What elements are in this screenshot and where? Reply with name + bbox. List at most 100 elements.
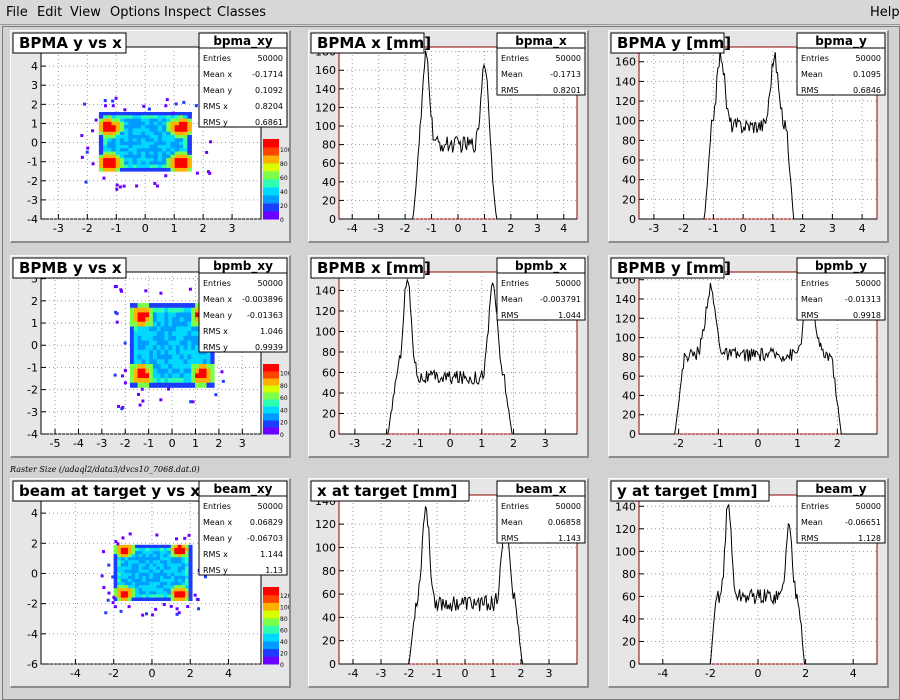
heatmap-cell [113, 578, 118, 583]
x-tick-label: 4 [850, 667, 857, 680]
heatmap-cell [164, 378, 169, 384]
x-tick-label: -2 [673, 437, 684, 450]
menu-edit[interactable]: Edit [37, 5, 63, 20]
heatmap-cell [142, 557, 147, 561]
heatmap-cell [178, 121, 184, 126]
heatmap-outlier [196, 598, 200, 602]
heatmap-cell [145, 359, 150, 365]
y-tick-label: 2 [31, 98, 38, 111]
heatmap-cell [170, 115, 176, 119]
x-tick-label: -1 [713, 437, 724, 450]
heatmap-cell [120, 575, 125, 580]
heatmap-cell [172, 312, 177, 318]
heatmap-cell [187, 144, 192, 149]
heatmap-cell [133, 335, 138, 341]
menu-help[interactable]: Help [870, 5, 900, 20]
heatmap-cell [177, 594, 182, 598]
heatmap-cell [145, 303, 150, 309]
heatmap-cell [111, 158, 117, 162]
pad-bpmb-y[interactable]: -2 -1 0 1 2 0 20 40 60 80 100 120 140 160 BPMB y [mm] b… [608, 255, 889, 458]
heatmap-cell [188, 588, 193, 592]
heatmap-cell [145, 340, 150, 346]
stats-label: RMS [501, 86, 519, 95]
x-tick-label: 2 [518, 667, 525, 680]
menu-classes[interactable]: Classes [217, 5, 266, 20]
heatmap-cell [119, 144, 125, 149]
heatmap-cell [113, 591, 118, 595]
pad-bpma-y[interactable]: -3 -2 -1 0 1 2 3 4 0 20 40 60 80 100 120 140 160 BPMA y [… [608, 30, 889, 243]
heatmap-cell [172, 340, 177, 346]
stats-label: Mean [801, 295, 823, 304]
heatmap-cell [128, 158, 133, 162]
pad-bpma-x[interactable]: -4-3-2-101234020406080100120140160180BPM… [308, 30, 589, 243]
heatmap-cell [149, 303, 154, 309]
pad-beam-y[interactable]: -4 -2 0 2 4 0 20 40 60 80 100 120 140 y at target [mm… [608, 478, 889, 688]
heatmap-cell [141, 118, 146, 123]
pad-bpmb-xy[interactable]: 020406080100-5-4-3-2-10123-4-3-2-10123BP… [10, 255, 291, 458]
heatmap-cell [166, 115, 171, 119]
heatmap-cell [115, 167, 121, 172]
heatmap-cell [141, 331, 146, 337]
heatmap-cell [167, 557, 172, 561]
heatmap-cell [175, 312, 181, 318]
plot-beam_x[interactable]: -4-3-2-10123020406080100120140x at targe… [309, 479, 587, 686]
heatmap-cell [167, 566, 172, 571]
heatmap-cell [152, 578, 157, 583]
heatmap-cell [170, 547, 175, 552]
y-tick-label: 40 [322, 611, 336, 624]
pad-bpmb-x[interactable]: -3 -2 -1 0 1 2 3 0 20 40 60 80 100 120 140 BPMB x [mm] b… [308, 255, 589, 458]
heatmap-cell [152, 359, 158, 365]
heatmap-cell [127, 563, 132, 567]
stats-label: Mean y [203, 311, 232, 320]
heatmap-cell [137, 307, 142, 313]
heatmap-cell [164, 340, 169, 346]
heatmap-cell [202, 378, 207, 384]
x-tick-label: 1 [192, 437, 199, 450]
palette-segment [263, 195, 279, 204]
heatmap-cell [168, 354, 173, 360]
x-tick-label: 3 [534, 222, 541, 235]
heatmap-cell [152, 585, 157, 589]
heatmap-cell [185, 563, 189, 567]
heatmap-cell [183, 131, 188, 136]
y-tick-label: 120 [615, 95, 636, 108]
menu-options[interactable]: Options [110, 5, 161, 20]
heatmap-cell [179, 321, 184, 327]
heatmap-cell [174, 554, 179, 558]
pad-bpma-xy[interactable]: 020406080100-3-2-10123-4-3-2-101234BPMA … [10, 30, 291, 243]
stats-name: bpmb_xy [213, 259, 273, 274]
heatmap-cell [117, 544, 122, 549]
heatmap-cell [131, 569, 136, 574]
x-tick-label: -1 [708, 222, 719, 235]
menu-view[interactable]: View [70, 5, 101, 20]
heatmap-cell [111, 138, 117, 142]
heatmap-cell [162, 138, 167, 142]
plot-bpmb_xy[interactable]: 020406080100-5-4-3-2-10123-4-3-2-10123BP… [11, 256, 289, 456]
heatmap-cell [117, 588, 122, 592]
heatmap-cell [170, 566, 175, 571]
heatmap-cell [174, 594, 179, 598]
plot-bpma_xy[interactable]: 020406080100-3-2-10123-4-3-2-101234BPMA … [11, 31, 289, 241]
plot-bpma_x[interactable]: -4-3-2-101234020406080100120140160180BPM… [309, 31, 587, 241]
menu-file[interactable]: File [6, 5, 28, 20]
heatmap-cell [156, 340, 161, 346]
heatmap-cell [115, 121, 121, 126]
pad-beam-x[interactable]: -4-3-2-10123020406080100120140x at targe… [308, 478, 589, 688]
heatmap-cell [183, 368, 188, 374]
heatmap-outlier [115, 187, 119, 191]
x-tick-label: 1 [794, 437, 801, 450]
menu-inspect[interactable]: Inspect [164, 5, 212, 20]
heatmap-cell [133, 340, 138, 346]
heatmap-cell [136, 164, 142, 169]
heatmap-cell [172, 307, 177, 313]
y-tick-label: 60 [322, 157, 336, 170]
heatmap-cell [145, 382, 150, 388]
heatmap-cell [157, 151, 163, 156]
heatmap-outlier [80, 155, 84, 159]
